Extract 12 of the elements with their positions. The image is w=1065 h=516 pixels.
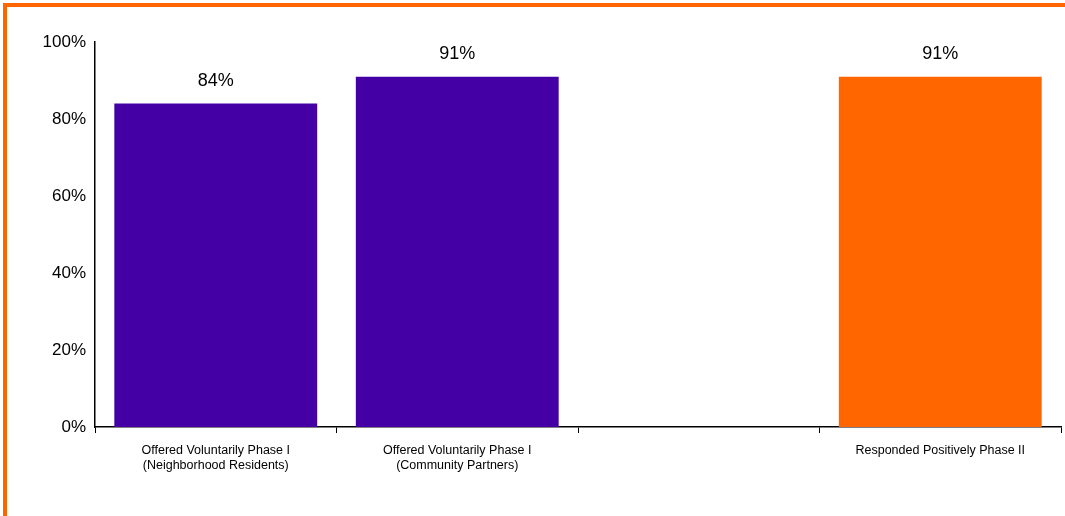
- data-label: 84%: [197, 69, 234, 90]
- data-label: 91%: [439, 42, 476, 63]
- y-tick-label: 80%: [51, 108, 86, 128]
- y-tick-label: 100%: [42, 31, 86, 51]
- y-tick-label: 40%: [51, 262, 86, 282]
- y-tick-label: 60%: [51, 185, 86, 205]
- x-tick-label: Offered Voluntarily Phase I (Neighborhood Residents): [141, 442, 290, 472]
- data-label: 91%: [922, 42, 959, 63]
- y-tick-label: 20%: [51, 339, 86, 359]
- x-tick-label: Responded Positively Phase II: [855, 442, 1026, 457]
- x-tick-label: Offered Voluntarily Phase I (Community Partners): [383, 442, 532, 472]
- y-tick-label: 0%: [61, 416, 86, 436]
